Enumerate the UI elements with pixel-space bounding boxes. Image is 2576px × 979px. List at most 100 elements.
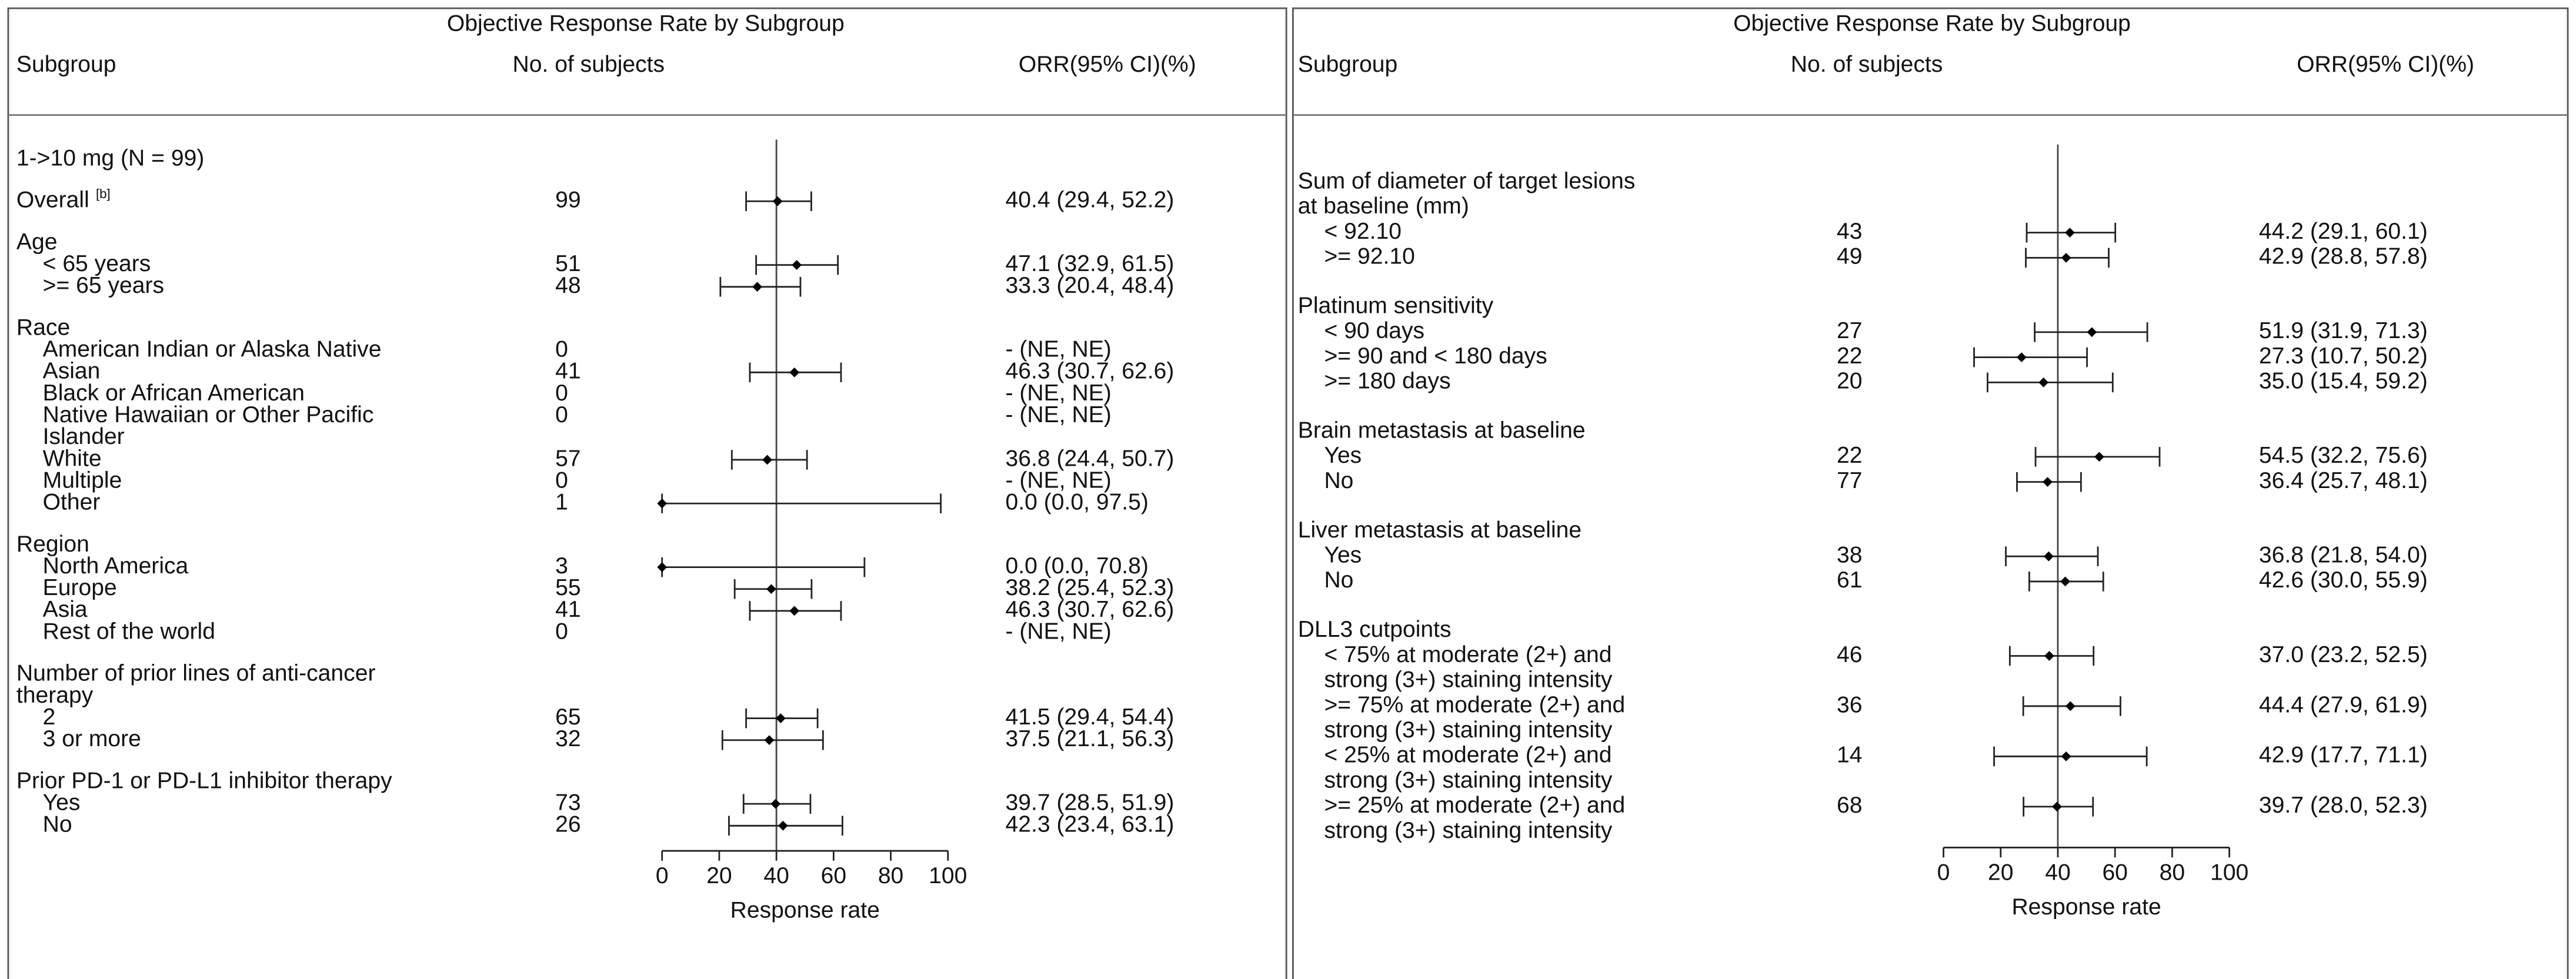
subject-count: 1 [555,490,568,515]
orr-label: 42.3 (23.4, 63.1) [1006,812,1174,837]
subgroup-label: 2 [43,704,56,730]
subject-count: 0 [555,619,568,644]
x-tick-label: 100 [2210,860,2248,885]
subject-count: 61 [1837,567,1862,593]
orr-label: 41.5 (29.4, 54.4) [1006,704,1174,730]
orr-label: - (NE, NE) [1006,467,1112,493]
subgroup-label: American Indian or Alaska Native [43,337,382,362]
subgroup-label: < 65 years [43,251,151,276]
x-axis-label: Response rate [2011,894,2161,920]
column-header: ORR(95% CI)(%) [2297,52,2474,77]
subgroup-label: >= 92.10 [1324,244,1414,269]
column-header: ORR(95% CI)(%) [1019,52,1196,77]
subject-count: 22 [1837,343,1862,369]
orr-label: 42.9 (28.8, 57.8) [2259,244,2428,269]
orr-label: 44.2 (29.1, 60.1) [2259,219,2428,244]
subgroup-label: 3 or more [43,726,141,751]
estimate-point [2038,377,2049,387]
subgroup-label: No [1324,468,1353,493]
column-header: Subgroup [1298,52,1398,77]
panel-border [1292,7,2569,979]
subgroup-label: No [43,812,72,837]
estimate-point [2065,701,2076,711]
orr-label: 37.5 (21.1, 56.3) [1006,726,1174,751]
estimate-point [2044,651,2054,661]
x-tick-label: 60 [2102,860,2127,885]
subgroup-label: Asian [43,359,101,384]
orr-label: 33.3 (20.4, 48.4) [1006,273,1174,298]
subject-count: 49 [1837,244,1862,269]
subject-count: 43 [1837,219,1862,244]
subgroup-label: < 25% at moderate (2+) and [1324,743,1611,768]
subgroup-label: < 90 days [1324,318,1424,343]
subgroup-label: DLL3 cutpoints [1298,617,1451,642]
subject-count: 68 [1837,793,1862,818]
subgroup-label: strong (3+) staining intensity [1324,767,1612,793]
orr-label: 0.0 (0.0, 97.5) [1006,490,1149,515]
panel-title: Objective Response Rate by Subgroup [447,11,845,36]
subject-count: 14 [1837,743,1862,768]
orr-label: 37.0 (23.2, 52.5) [2259,642,2428,667]
orr-label: 36.8 (24.4, 50.7) [1006,446,1174,471]
orr-label: 38.2 (25.4, 52.3) [1006,575,1174,600]
subgroup-label: Platinum sensitivity [1298,293,1494,318]
orr-label: 36.8 (21.8, 54.0) [2259,543,2428,568]
estimate-point [657,562,668,573]
subject-count: 0 [555,467,568,493]
subgroup-label: North America [43,553,189,579]
estimate-point [2087,327,2097,338]
subgroup-label: Other [43,490,101,515]
subgroup-label: Yes [1324,443,1362,468]
orr-label: 44.4 (27.9, 61.9) [2259,692,2428,717]
subject-count: 20 [1837,369,1862,394]
estimate-point [2044,551,2054,562]
subgroup-label: Islander [43,424,125,449]
subject-count: 41 [555,597,580,622]
subgroup-label: Europe [43,575,117,600]
x-tick-label: 20 [1988,860,2013,885]
subgroup-label: Prior PD-1 or PD-L1 inhibitor therapy [16,768,392,793]
subgroup-label: >= 90 and < 180 days [1324,343,1547,369]
subgroup-label: Brain metastasis at baseline [1298,418,1586,443]
orr-label: 35.0 (15.4, 59.2) [2259,369,2428,394]
orr-label: 39.7 (28.0, 52.3) [2259,793,2428,818]
orr-label: 36.4 (25.7, 48.1) [2259,468,2428,493]
subject-count: 0 [555,402,568,427]
x-tick-label: 80 [2160,860,2185,885]
subgroup-label: strong (3+) staining intensity [1324,667,1612,693]
orr-label: 46.3 (30.7, 62.6) [1006,597,1174,622]
orr-label: 0.0 (0.0, 70.8) [1006,553,1149,579]
subgroup-label: >= 25% at moderate (2+) and [1324,793,1625,818]
orr-label: - (NE, NE) [1006,337,1112,362]
subject-count: 77 [1837,468,1862,493]
estimate-point [2061,252,2071,263]
orr-label: 42.6 (30.0, 55.9) [2259,567,2428,593]
orr-label: 39.7 (28.5, 51.9) [1006,790,1174,815]
estimate-point [772,196,783,206]
subgroup-label: Region [16,532,89,557]
x-tick-label: 100 [929,863,967,888]
estimate-point [2052,801,2062,812]
subgroup-label: Yes [43,790,81,815]
subgroup-label: >= 75% at moderate (2+) and [1324,692,1625,717]
subject-count: 51 [555,251,580,276]
estimate-point [657,498,668,509]
subgroup-label: Sum of diameter of target lesions [1298,168,1636,193]
estimate-point [789,367,800,377]
estimate-point [776,713,786,723]
column-header: No. of subjects [513,52,665,77]
subgroup-label: Number of prior lines of anti-cancer [16,661,376,686]
subgroup-label: >= 65 years [43,273,164,298]
estimate-point [764,735,775,746]
x-tick-label: 60 [821,863,846,888]
subject-count: 22 [1837,443,1862,468]
subject-count: 46 [1837,642,1862,667]
orr-label: 40.4 (29.4, 52.2) [1006,188,1174,213]
subgroup-label: Race [16,315,70,340]
subgroup-label: at baseline (mm) [1298,193,1469,219]
x-tick-label: 80 [878,863,903,888]
estimate-point [2065,228,2075,238]
footnote-marker: [b] [96,186,111,201]
subgroup-label: No [1324,567,1353,593]
